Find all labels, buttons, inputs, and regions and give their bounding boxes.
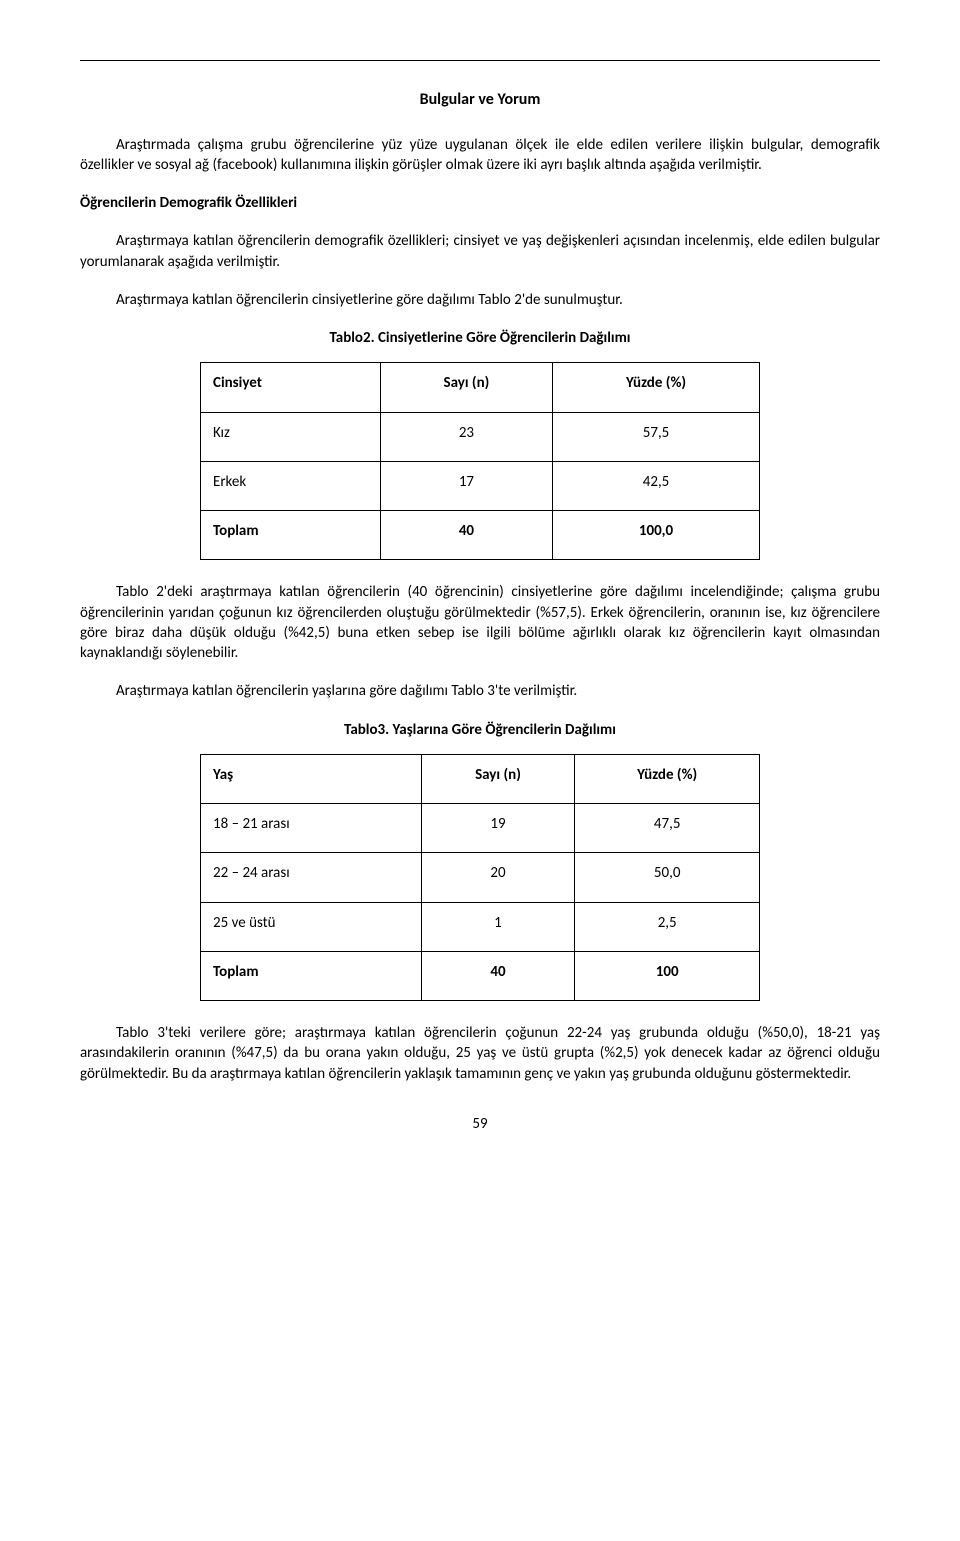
table2-header-row: Cinsiyet Sayı (n) Yüzde (%) (201, 363, 760, 412)
table3-row2-n: 1 (421, 902, 575, 951)
table-row: 25 ve üstü 1 2,5 (201, 902, 760, 951)
table3-row1-n: 20 (421, 853, 575, 902)
intro-paragraph: Araştırmada çalışma grubu öğrencilerine … (80, 135, 880, 176)
table3-col-sayi: Sayı (n) (421, 754, 575, 803)
table2-total-n: 40 (380, 511, 552, 560)
table3-row1-label: 22 – 24 arası (201, 853, 422, 902)
table3-header-row: Yaş Sayı (n) Yüzde (%) (201, 754, 760, 803)
table2-caption: Tablo2. Cinsiyetlerine Göre Öğrencilerin… (80, 328, 880, 348)
table3-row0-pct: 47,5 (575, 804, 760, 853)
table3-row2-label: 25 ve üstü (201, 902, 422, 951)
paragraph-table2-intro: Araştırmaya katılan öğrencilerin cinsiye… (80, 290, 880, 310)
table-row: Kız 23 57,5 (201, 412, 760, 461)
paragraph-table2-discussion: Tablo 2'deki araştırmaya katılan öğrenci… (80, 582, 880, 663)
table3-col-yas: Yaş (201, 754, 422, 803)
table2-total-row: Toplam 40 100,0 (201, 511, 760, 560)
table2-total-label: Toplam (201, 511, 381, 560)
table2-row0-n: 23 (380, 412, 552, 461)
table3: Yaş Sayı (n) Yüzde (%) 18 – 21 arası 19 … (200, 754, 760, 1001)
table2-col-sayi: Sayı (n) (380, 363, 552, 412)
table3-caption: Tablo3. Yaşlarına Göre Öğrencilerin Dağı… (80, 720, 880, 740)
table2-col-yuzde: Yüzde (%) (553, 363, 760, 412)
table2: Cinsiyet Sayı (n) Yüzde (%) Kız 23 57,5 … (200, 362, 760, 560)
page-number: 59 (80, 1114, 880, 1134)
table3-row0-n: 19 (421, 804, 575, 853)
table2-row1-pct: 42,5 (553, 461, 760, 510)
table3-row1-pct: 50,0 (575, 853, 760, 902)
paragraph-table3-intro: Araştırmaya katılan öğrencilerin yaşları… (80, 681, 880, 701)
top-rule (80, 60, 880, 61)
subheading-demographics: Öğrencilerin Demografik Özellikleri (80, 193, 880, 213)
table2-row0-pct: 57,5 (553, 412, 760, 461)
table-row: Erkek 17 42,5 (201, 461, 760, 510)
paragraph-demographics-intro: Araştırmaya katılan öğrencilerin demogra… (80, 231, 880, 272)
table3-col-yuzde: Yüzde (%) (575, 754, 760, 803)
table3-total-row: Toplam 40 100 (201, 951, 760, 1000)
table2-row1-label: Erkek (201, 461, 381, 510)
table2-total-pct: 100,0 (553, 511, 760, 560)
table2-col-cinsiyet: Cinsiyet (201, 363, 381, 412)
table-row: 18 – 21 arası 19 47,5 (201, 804, 760, 853)
table-row: 22 – 24 arası 20 50,0 (201, 853, 760, 902)
table2-row1-n: 17 (380, 461, 552, 510)
table3-row2-pct: 2,5 (575, 902, 760, 951)
paragraph-table3-discussion: Tablo 3'teki verilere göre; araştırmaya … (80, 1023, 880, 1084)
section-title: Bulgular ve Yorum (80, 89, 880, 111)
table3-total-label: Toplam (201, 951, 422, 1000)
table3-row0-label: 18 – 21 arası (201, 804, 422, 853)
table3-total-n: 40 (421, 951, 575, 1000)
table2-row0-label: Kız (201, 412, 381, 461)
table3-total-pct: 100 (575, 951, 760, 1000)
